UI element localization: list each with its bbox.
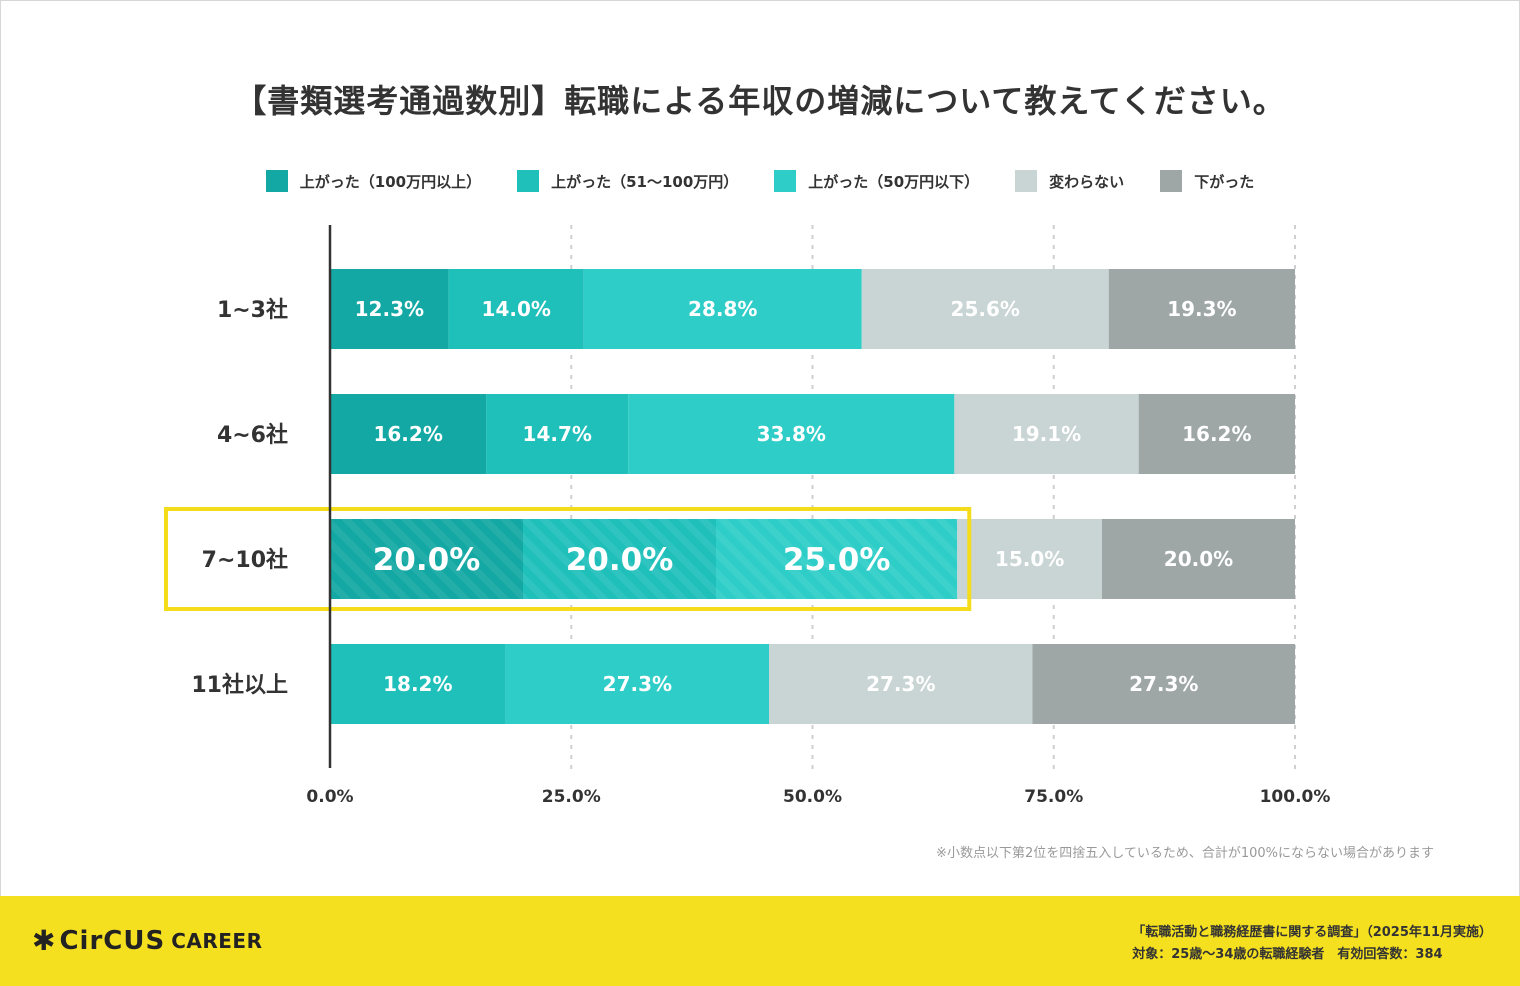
bar-segment bbox=[330, 394, 487, 474]
legend-swatch bbox=[1160, 170, 1183, 192]
footnote: ※小数点以下第2位を四捨五入しているため、合計が100%にならない場合があります bbox=[936, 846, 1434, 861]
bar-value-label: 25.6% bbox=[951, 297, 1020, 321]
bar-stripe-overlay bbox=[523, 519, 716, 599]
stacked-bar-chart: 0.0% 25.0% 50.0% 75.0% 100.0% 12.3% 14.0% 28.8%… bbox=[164, 225, 1331, 807]
bar-value-label: 20.0% bbox=[1164, 547, 1233, 571]
bar-segment bbox=[957, 519, 1102, 599]
bar-value-label: 16.2% bbox=[373, 422, 442, 446]
bar-value-label: 12.3% bbox=[355, 297, 424, 321]
bar-value-label: 14.0% bbox=[482, 297, 551, 321]
category-label: 4~6社 bbox=[217, 422, 288, 448]
bar-value-label: 16.2% bbox=[1182, 422, 1251, 446]
source-line-1: 「転職活動と職務経歴書に関する調査」（2025年11月実施） bbox=[1132, 925, 1492, 940]
legend-label: 下がった bbox=[1194, 172, 1255, 191]
x-tick-label: 50.0% bbox=[783, 787, 842, 807]
bar-segment bbox=[448, 269, 584, 349]
logo-main-text: CirCUS bbox=[59, 926, 166, 956]
bar-value-label: 19.1% bbox=[1012, 422, 1081, 446]
bar-segment bbox=[954, 394, 1139, 474]
bar-segment bbox=[1108, 269, 1295, 349]
bar-value-label: 27.3% bbox=[1129, 672, 1198, 696]
legend-item: 下がった bbox=[1160, 170, 1254, 192]
legend-label: 変わらない bbox=[1049, 172, 1125, 191]
legend-item: 上がった（50万円以下） bbox=[774, 170, 979, 192]
bar-value-label: 25.0% bbox=[783, 542, 891, 578]
bar-value-label: 19.3% bbox=[1167, 297, 1236, 321]
bar-value-label: 20.0% bbox=[566, 542, 674, 578]
legend-item: 上がった（51〜100万円） bbox=[517, 170, 738, 192]
bar-segment bbox=[330, 644, 506, 724]
survey-source: 「転職活動と職務経歴書に関する調査」（2025年11月実施） 対象：25歳〜34… bbox=[1132, 922, 1492, 966]
legend-label: 上がった（51〜100万円） bbox=[551, 172, 739, 191]
legend-label: 上がった（50万円以下） bbox=[808, 172, 980, 191]
bar-segment bbox=[769, 644, 1033, 724]
bar-segment bbox=[1102, 519, 1295, 599]
bar-segment bbox=[1138, 394, 1295, 474]
bar-segment bbox=[1032, 644, 1295, 724]
bar-value-label: 15.0% bbox=[995, 547, 1064, 571]
bar-value-label: 20.0% bbox=[373, 542, 481, 578]
bar-segment bbox=[583, 269, 862, 349]
bar-stripe-overlay bbox=[716, 519, 958, 599]
x-tick-label: 75.0% bbox=[1024, 787, 1083, 807]
category-label: 7~10社 bbox=[202, 547, 288, 573]
x-tick-label: 100.0% bbox=[1260, 787, 1331, 807]
bar-stripe-overlay bbox=[330, 519, 523, 599]
x-tick-label: 25.0% bbox=[542, 787, 601, 807]
footer-bar: ✱ CirCUS CAREER 「転職活動と職務経歴書に関する調査」（2025年… bbox=[0, 896, 1520, 986]
category-label: 11社以上 bbox=[191, 672, 288, 698]
category-label: 1~3社 bbox=[217, 297, 288, 323]
chart-title: 【書類選考通過数別】転職による年収の増減について教えてください。 bbox=[234, 82, 1286, 120]
bar-value-label: 28.8% bbox=[688, 297, 757, 321]
bar-segment bbox=[861, 269, 1109, 349]
legend-item: 上がった（100万円以上） bbox=[265, 170, 482, 192]
legend-swatch bbox=[1015, 170, 1038, 192]
legend-swatch bbox=[265, 170, 288, 192]
bar-segment bbox=[628, 394, 955, 474]
asterisk-icon: ✱ bbox=[32, 924, 56, 957]
bar-segment bbox=[486, 394, 629, 474]
bar-value-label: 18.2% bbox=[383, 672, 452, 696]
legend-swatch bbox=[774, 170, 797, 192]
legend-label: 上がった（100万円以上） bbox=[299, 172, 482, 191]
legend-swatch bbox=[517, 170, 540, 192]
logo-sub-text: CAREER bbox=[171, 929, 263, 953]
bar-segment bbox=[505, 644, 770, 724]
bar-value-label: 27.3% bbox=[866, 672, 935, 696]
bar-segment bbox=[330, 269, 449, 349]
circus-career-logo: ✱ CirCUS CAREER bbox=[32, 926, 262, 956]
bar-value-label: 33.8% bbox=[757, 422, 826, 446]
bar-value-label: 27.3% bbox=[603, 672, 672, 696]
legend: 上がった（100万円以上） 上がった（51〜100万円） 上がった（50万円以下… bbox=[0, 170, 1520, 192]
x-tick-label: 0.0% bbox=[306, 787, 353, 807]
bar-value-label: 14.7% bbox=[523, 422, 592, 446]
source-line-2: 対象：25歳〜34歳の転職経験者 有効回答数：384 bbox=[1132, 947, 1443, 962]
legend-item: 変わらない bbox=[1015, 170, 1124, 192]
highlight-box bbox=[164, 507, 972, 611]
